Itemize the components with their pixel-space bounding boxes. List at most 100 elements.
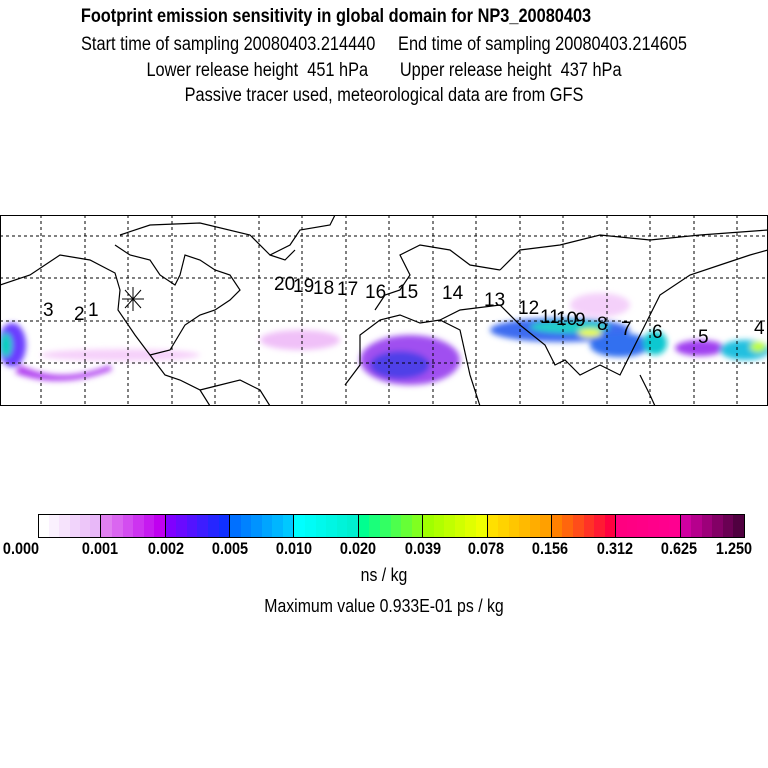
traj-label-13: 13 (484, 290, 505, 311)
traj-label-5: 5 (698, 327, 709, 348)
footprint-plume (0, 293, 768, 385)
colorbar-bin (90, 515, 101, 537)
colorbar-bin (551, 515, 563, 537)
colorbar-bin (712, 515, 723, 537)
colorbar-bin (347, 515, 358, 537)
tick-label: 0.156 (531, 539, 569, 558)
colorbar-bin (658, 515, 670, 537)
colorbar-segment (294, 515, 359, 537)
tick-label: 1.250 (715, 539, 753, 558)
tick-label: 0.001 (81, 539, 119, 558)
coastlines (0, 215, 768, 406)
colorbar-segment (101, 515, 166, 537)
colorbar-bin (562, 515, 574, 537)
colorbar-bin (186, 515, 198, 537)
colorbar-segment (616, 515, 681, 537)
tick-label: 0.000 (2, 539, 40, 558)
colorbar-bin (336, 515, 348, 537)
colorbar-bin (423, 515, 434, 537)
colorbar-bin (594, 515, 605, 537)
sampling-time-line: Start time of sampling 20080403.214440 E… (81, 34, 687, 55)
colorbar-bin (508, 515, 520, 537)
colorbar-bin (218, 515, 230, 537)
colorbar-bin (240, 515, 252, 537)
colorbar-segment (230, 515, 295, 537)
colorbar-bin (444, 515, 455, 537)
tick-label: 0.312 (596, 539, 634, 558)
colorbar-segment (680, 515, 744, 537)
colorbar-bin (165, 515, 177, 537)
tick-label: 0.005 (211, 539, 249, 558)
colorbar-bin (369, 515, 380, 537)
traj-label-1: 1 (88, 300, 99, 321)
traj-label-12: 12 (518, 298, 539, 319)
colorbar-segment (487, 515, 552, 537)
traj-label-18: 18 (313, 278, 334, 299)
colorbar (38, 514, 745, 538)
colorbar-bin (475, 515, 487, 537)
colorbar-bin (326, 515, 337, 537)
traj-label-20: 20 (274, 274, 295, 295)
traj-label-11: 11 (540, 307, 560, 328)
colorbar-bin (143, 515, 155, 537)
trajectory-labels: 3 2 1 4 5 6 7 8 9 10 11 12 13 14 15 16 1… (43, 274, 765, 348)
colorbar-bin (647, 515, 659, 537)
colorbar-bin (519, 515, 530, 537)
colorbar-segment (551, 515, 617, 537)
colorbar-bin (637, 515, 648, 537)
colorbar-bin (454, 515, 466, 537)
colorbar-bin (176, 515, 187, 537)
traj-label-15: 15 (397, 282, 418, 303)
colorbar-bin (583, 515, 595, 537)
colorbar-bin (669, 515, 680, 537)
release-height-line: Lower release height 451 hPa Upper relea… (146, 60, 622, 81)
plot-title: Footprint emission sensitivity in global… (80, 6, 592, 27)
tick-label: 0.010 (275, 539, 313, 558)
colorbar-bin (59, 515, 70, 537)
traj-label-8: 8 (597, 314, 608, 335)
colorbar-bin (282, 515, 294, 537)
colorbar-bin (111, 515, 123, 537)
colorbar-bin (305, 515, 316, 537)
colorbar-bin (701, 515, 713, 537)
colorbar-bin (498, 515, 509, 537)
colorbar-bin (230, 515, 241, 537)
colorbar-bin (680, 515, 692, 537)
colorbar-bin (197, 515, 208, 537)
colorbar-bin (733, 515, 744, 537)
colorbar-bin (79, 515, 91, 537)
colorbar-bin (207, 515, 219, 537)
colorbar-bin (261, 515, 273, 537)
release-point-marker (122, 287, 144, 311)
traj-label-14: 14 (442, 283, 464, 304)
colorbar-bin (133, 515, 144, 537)
colorbar-bin (465, 515, 476, 537)
colorbar-bin (315, 515, 327, 537)
colorbar-bin (101, 515, 112, 537)
tick-label: 0.039 (404, 539, 442, 558)
colorbar-bin (69, 515, 80, 537)
colorbar-bin (154, 515, 165, 537)
tracer-info-line: Passive tracer used, meteorological data… (184, 85, 584, 106)
colorbar-bin (433, 515, 445, 537)
maximum-value: Maximum value 0.933E-01 ps / kg (264, 596, 504, 616)
colorbar-bin (604, 515, 616, 537)
traj-label-4: 4 (754, 318, 765, 339)
traj-label-9: 9 (575, 310, 586, 331)
traj-label-16: 16 (365, 282, 386, 303)
colorbar-bin (390, 515, 402, 537)
colorbar-bin (616, 515, 627, 537)
colorbar-bin (540, 515, 551, 537)
traj-label-2: 2 (74, 304, 85, 325)
colorbar-bin (487, 515, 499, 537)
colorbar-bin (691, 515, 702, 537)
traj-label-7: 7 (621, 319, 632, 340)
colorbar-bin (401, 515, 412, 537)
colorbar-segment (165, 515, 231, 537)
colorbar-bin (251, 515, 262, 537)
tick-label: 0.002 (147, 539, 185, 558)
colorbar-unit: ns / kg (360, 565, 408, 585)
traj-label-3: 3 (43, 300, 54, 321)
colorbar-bin (358, 515, 370, 537)
grid-lines (0, 215, 768, 406)
